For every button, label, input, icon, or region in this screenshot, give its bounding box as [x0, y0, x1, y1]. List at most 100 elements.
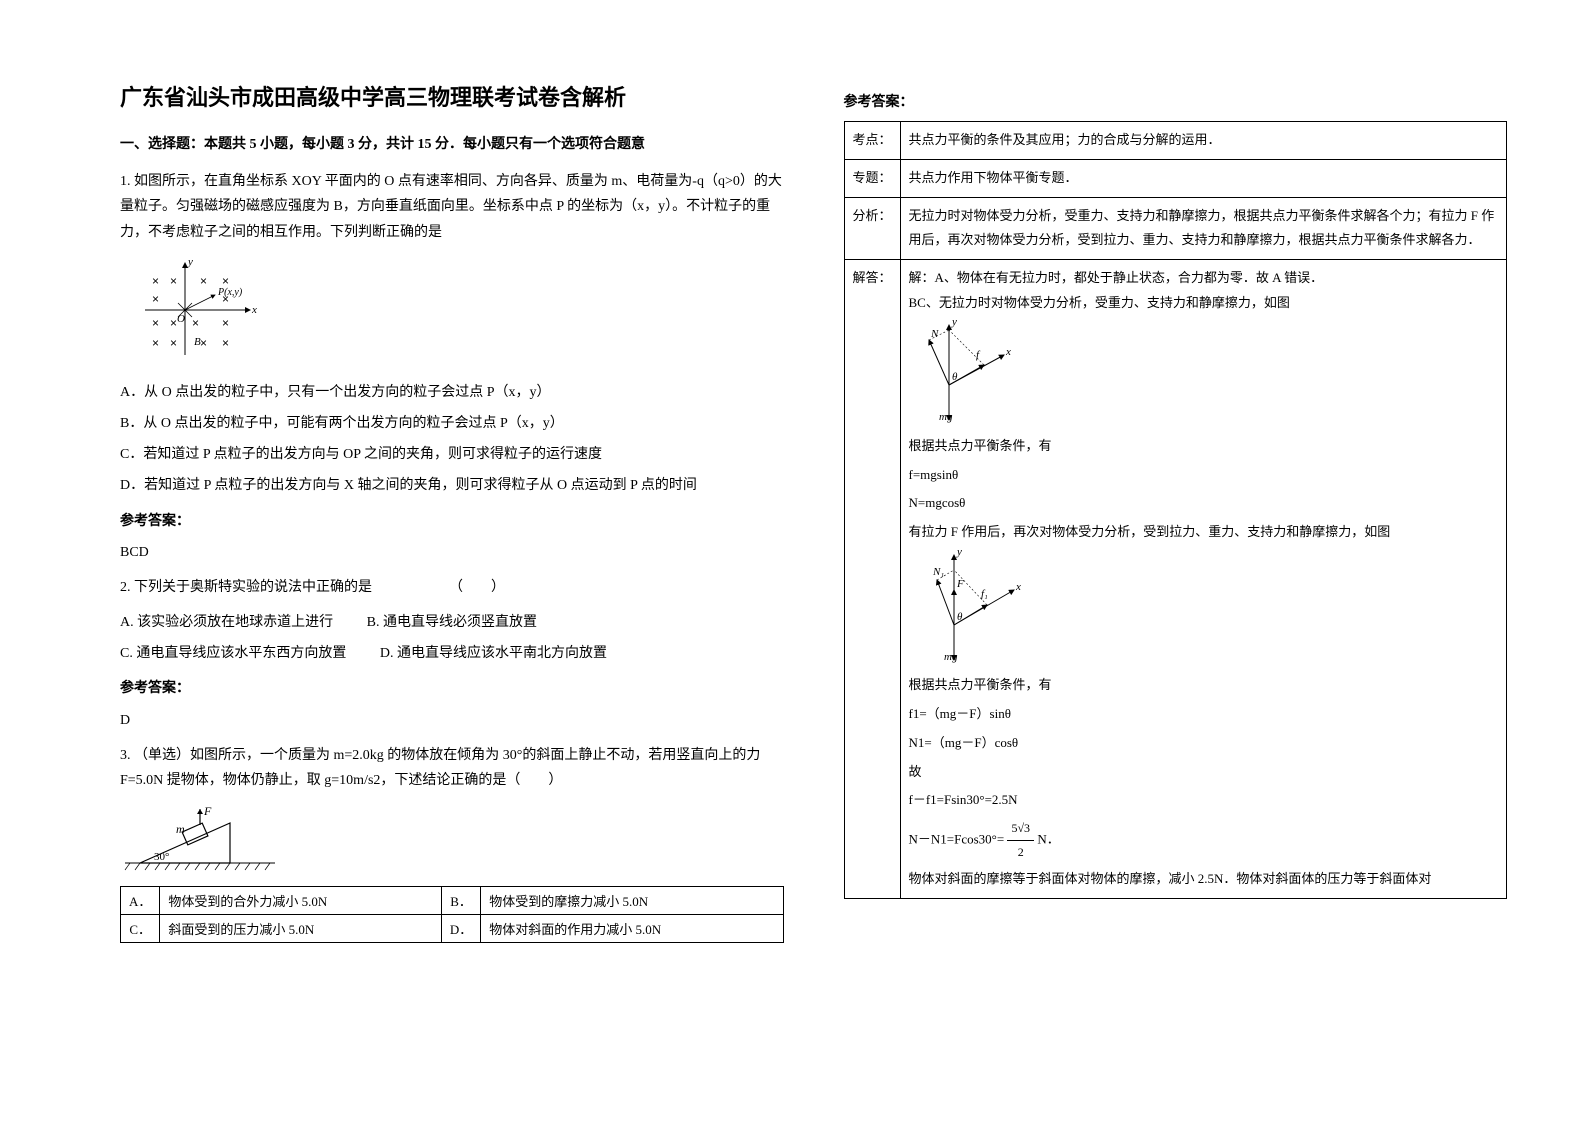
jieda-line: f－f1=Fsin30°=2.5N [909, 788, 1498, 813]
svg-text:N₁: N₁ [932, 566, 944, 578]
fraction: 5√3 2 [1007, 817, 1034, 864]
exam-title: 广东省汕头市成田高级中学高三物理联考试卷含解析 [120, 80, 784, 112]
kaodian-text: 共点力平衡的条件及其应用；力的合成与分解的运用． [900, 122, 1506, 160]
q2-optB: B. 通电直导线必须竖直放置 [367, 610, 537, 635]
section-heading: 一、选择题：本题共 5 小题，每小题 3 分，共计 15 分．每小题只有一个选项… [120, 132, 784, 157]
frac-unit: N． [1037, 831, 1059, 846]
jieda-line: 有拉力 F 作用后，再次对物体受力分析，受到拉力、重力、支持力和静摩擦力，如图 [909, 520, 1498, 545]
opt-label: C． [121, 915, 160, 943]
svg-text:×: × [152, 316, 159, 330]
svg-text:f₁: f₁ [981, 588, 988, 600]
svg-text:×: × [170, 336, 177, 350]
svg-text:P(x,y): P(x,y) [217, 287, 243, 298]
table-row: 解答： 解：A、物体在有无拉力时，都处于静止状态，合力都为零．故 A 错误． B… [844, 259, 1507, 898]
q2-optD: D. 通电直导线应该水平南北方向放置 [380, 641, 607, 666]
table-row: 考点： 共点力平衡的条件及其应用；力的合成与分解的运用． [844, 122, 1507, 160]
q3-optA: 物体受到的合外力减小 5.0N [160, 887, 441, 915]
q1-optC: C．若知道过 P 点粒子的出发方向与 OP 之间的夹角，则可求得粒子的运行速度 [120, 442, 784, 467]
q2-optC: C. 通电直导线应该水平东西方向放置 [120, 641, 346, 666]
svg-text:y: y [187, 256, 193, 268]
svg-text:m: m [176, 822, 185, 836]
svg-text:mg: mg [944, 651, 958, 663]
q3-optB: 物体受到的摩擦力减小 5.0N [481, 887, 783, 915]
kaodian-label: 考点： [844, 122, 900, 160]
q1-ans: BCD [120, 540, 784, 565]
table-row: 专题： 共点力作用下物体平衡专题． [844, 159, 1507, 197]
jieda-line: 故 [909, 760, 1498, 785]
right-column: 参考答案： 考点： 共点力平衡的条件及其应用；力的合成与分解的运用． 专题： 共… [824, 80, 1528, 1082]
svg-text:y: y [956, 546, 962, 558]
q1-diagram: y x O ×××× ×× ×××× ×××× P(x,y) B [120, 255, 784, 370]
table-row: 分析： 无拉力时对物体受力分析，受重力、支持力和静摩擦力，根据共点力平衡条件求解… [844, 197, 1507, 259]
jieda-line: f=mgsinθ [909, 463, 1498, 488]
frac-lhs: N－N1=Fcos30°= [909, 831, 1005, 846]
svg-text:×: × [170, 316, 177, 330]
jieda-cell: 解：A、物体在有无拉力时，都处于静止状态，合力都为零．故 A 错误． BC、无拉… [900, 259, 1506, 898]
svg-text:×: × [192, 316, 199, 330]
q3-ans-label: 参考答案： [844, 90, 1508, 115]
q1-stem: 1. 如图所示，在直角坐标系 XOY 平面内的 O 点有速率相同、方向各异、质量… [120, 169, 784, 245]
table-row: A． 物体受到的合外力减小 5.0N B． 物体受到的摩擦力减小 5.0N [121, 887, 784, 915]
svg-text:mg: mg [939, 411, 953, 423]
jieda-label: 解答： [844, 259, 900, 898]
q2-row1: A. 该实验必须放在地球赤道上进行 B. 通电直导线必须竖直放置 [120, 610, 784, 635]
jieda-line: BC、无拉力时对物体受力分析，受重力、支持力和静摩擦力，如图 [909, 291, 1498, 316]
force-diagram-1: y N f x θ mg [909, 315, 1498, 434]
q2-row2: C. 通电直导线应该水平东西方向放置 D. 通电直导线应该水平南北方向放置 [120, 641, 784, 666]
jieda-line: 根据共点力平衡条件，有 [909, 673, 1498, 698]
fenxi-label: 分析： [844, 197, 900, 259]
q2-ans-label: 参考答案： [120, 676, 784, 701]
svg-text:×: × [222, 336, 229, 350]
svg-text:f: f [976, 349, 981, 361]
svg-text:F: F [956, 578, 964, 590]
jieda-line: 物体对斜面的摩擦等于斜面体对物体的摩擦，减小 2.5N．物体对斜面体的压力等于斜… [909, 867, 1498, 892]
frac-num: 5√3 [1007, 817, 1034, 841]
svg-text:×: × [152, 274, 159, 288]
q2-stem: 2. 下列关于奥斯特实验的说法中正确的是 （ ） [120, 575, 784, 600]
svg-text:30°: 30° [154, 851, 169, 863]
jieda-line: 根据共点力平衡条件，有 [909, 434, 1498, 459]
opt-label: B． [441, 887, 480, 915]
svg-text:O: O [177, 313, 185, 325]
svg-text:x: x [1005, 346, 1011, 358]
svg-text:×: × [152, 336, 159, 350]
q3-optD: 物体对斜面的作用力减小 5.0N [481, 915, 783, 943]
jieda-line: N=mgcosθ [909, 491, 1498, 516]
jieda-line: N1=（mg－F）cosθ [909, 731, 1498, 756]
svg-text:x: x [251, 304, 257, 316]
q1-optB: B．从 O 点出发的粒子中，可能有两个出发方向的粒子会过点 P（x，y） [120, 411, 784, 436]
q3-stem: 3. （单选）如图所示，一个质量为 m=2.0kg 的物体放在倾角为 30°的斜… [120, 743, 784, 793]
svg-text:×: × [222, 316, 229, 330]
q2-optA: A. 该实验必须放在地球赤道上进行 [120, 610, 333, 635]
frac-den: 2 [1007, 841, 1034, 864]
svg-text:×: × [152, 292, 159, 306]
q1-optA: A．从 O 点出发的粒子中，只有一个出发方向的粒子会过点 P（x，y） [120, 380, 784, 405]
q1-ans-label: 参考答案： [120, 509, 784, 534]
svg-text:N: N [930, 328, 939, 340]
q2-ans: D [120, 708, 784, 733]
svg-text:x: x [1015, 581, 1021, 593]
svg-text:F: F [203, 804, 212, 818]
fenxi-text: 无拉力时对物体受力分析，受重力、支持力和静摩擦力，根据共点力平衡条件求解各个力；… [900, 197, 1506, 259]
opt-label: D． [441, 915, 480, 943]
svg-text:×: × [222, 274, 229, 288]
zhuanti-text: 共点力作用下物体平衡专题． [900, 159, 1506, 197]
q3-options-table: A． 物体受到的合外力减小 5.0N B． 物体受到的摩擦力减小 5.0N C．… [120, 886, 784, 943]
force-diagram-2: y N₁ F f₁ x θ mg [909, 545, 1498, 674]
svg-text:×: × [200, 274, 207, 288]
opt-label: A． [121, 887, 160, 915]
svg-text:×: × [200, 336, 207, 350]
jieda-line: 解：A、物体在有无拉力时，都处于静止状态，合力都为零．故 A 错误． [909, 266, 1498, 291]
jieda-line-frac: N－N1=Fcos30°= 5√3 2 N． [909, 817, 1498, 864]
analysis-table: 考点： 共点力平衡的条件及其应用；力的合成与分解的运用． 专题： 共点力作用下物… [844, 121, 1508, 899]
left-column: 广东省汕头市成田高级中学高三物理联考试卷含解析 一、选择题：本题共 5 小题，每… [100, 80, 824, 1082]
svg-text:B: B [194, 336, 201, 348]
table-row: C． 斜面受到的压力减小 5.0N D． 物体对斜面的作用力减小 5.0N [121, 915, 784, 943]
svg-text:θ: θ [952, 371, 958, 383]
svg-text:×: × [170, 274, 177, 288]
svg-text:θ: θ [957, 611, 963, 623]
q3-diagram: F m 30° [120, 803, 784, 878]
q1-optD: D．若知道过 P 点粒子的出发方向与 X 轴之间的夹角，则可求得粒子从 O 点运… [120, 473, 784, 498]
jieda-line: f1=（mg－F）sinθ [909, 702, 1498, 727]
q3-optC: 斜面受到的压力减小 5.0N [160, 915, 441, 943]
